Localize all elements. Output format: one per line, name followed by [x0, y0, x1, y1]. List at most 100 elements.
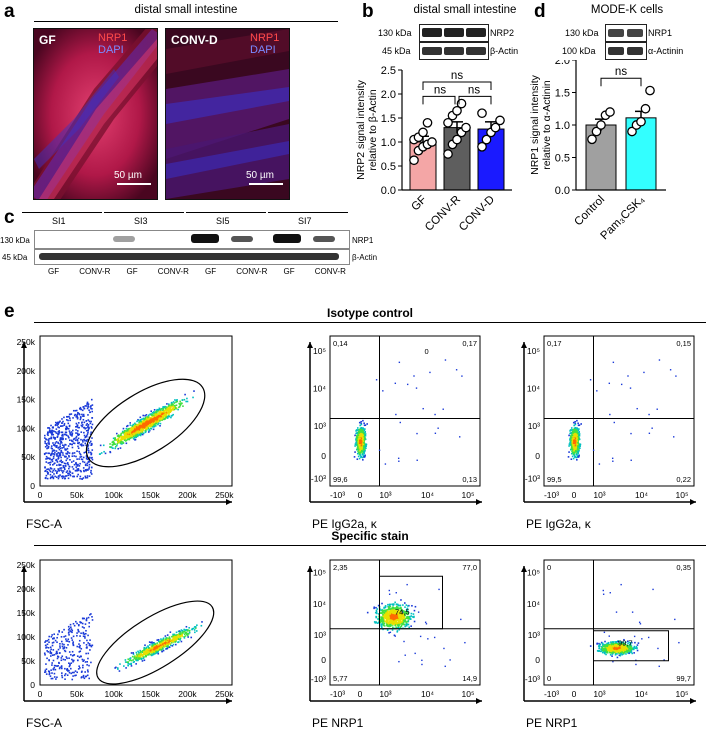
c-lane-label: CONV-R	[314, 267, 346, 276]
event-dot	[157, 652, 160, 655]
event-dot	[84, 623, 87, 625]
event-dot	[171, 645, 174, 647]
event-dot	[140, 418, 142, 421]
event-dot	[132, 438, 135, 440]
event-dot	[134, 433, 137, 436]
event-dot	[455, 369, 458, 371]
event-dot	[572, 433, 575, 436]
event-dot	[355, 429, 358, 431]
event-dot	[76, 414, 78, 417]
event-dot	[103, 450, 105, 453]
event-dot	[160, 642, 163, 645]
event-dot	[109, 446, 112, 448]
event-dot	[577, 424, 580, 427]
event-dot	[151, 423, 153, 425]
event-dot	[142, 428, 145, 430]
event-dot	[91, 423, 94, 426]
event-dot	[132, 429, 134, 431]
event-dot	[73, 442, 76, 445]
event-dot	[166, 406, 168, 408]
event-dot	[406, 616, 408, 618]
event-dot	[68, 657, 70, 660]
event-dot	[134, 428, 136, 431]
event-dot	[69, 663, 71, 665]
event-dot	[171, 403, 173, 405]
event-dot	[61, 471, 64, 474]
d-blot-actinin	[605, 42, 647, 60]
data-point	[587, 134, 597, 145]
event-dot	[635, 646, 638, 648]
event-dot	[91, 456, 93, 459]
event-dot	[395, 615, 397, 618]
event-dot	[185, 625, 188, 628]
event-dot	[183, 633, 186, 636]
event-dot	[81, 458, 84, 461]
event-dot	[58, 430, 60, 432]
event-dot	[156, 642, 159, 644]
event-dot	[630, 459, 632, 461]
event-dot	[153, 420, 155, 422]
event-dot	[360, 444, 362, 447]
event-dot	[385, 620, 388, 623]
event-dot	[150, 427, 153, 430]
event-dot	[364, 428, 366, 430]
event-dot	[570, 440, 572, 442]
event-dot	[161, 648, 163, 651]
event-dot	[386, 617, 389, 620]
event-dot	[66, 416, 68, 418]
data-point	[422, 117, 433, 128]
gf-marker-dapi: DAPI	[98, 44, 124, 56]
event-dot	[91, 404, 94, 406]
event-dot	[140, 424, 143, 426]
event-dot	[152, 421, 155, 423]
event-dot	[139, 655, 141, 658]
event-dot	[363, 448, 366, 451]
c-group-rule-si3	[104, 212, 184, 213]
event-dot	[53, 473, 55, 475]
event-dot	[53, 664, 56, 667]
event-dot	[163, 409, 166, 412]
event-dot	[171, 401, 173, 404]
event-dot	[190, 636, 193, 639]
event-dot	[160, 408, 163, 410]
event-dot	[153, 646, 156, 649]
event-dot	[179, 634, 181, 637]
event-dot	[357, 441, 359, 443]
event-dot	[64, 448, 66, 450]
event-dot	[397, 613, 400, 616]
event-dot	[144, 647, 146, 650]
event-dot	[83, 434, 86, 437]
event-dot	[612, 361, 615, 364]
event-dot	[166, 639, 168, 641]
event-dot	[574, 429, 576, 432]
event-dot	[424, 621, 427, 623]
event-dot	[576, 443, 579, 446]
event-dot	[183, 628, 185, 631]
event-dot	[52, 659, 55, 662]
event-dot	[404, 619, 406, 621]
quadrant-ur-value: 0,15	[676, 339, 691, 348]
event-dot	[57, 648, 60, 651]
event-dot	[60, 456, 62, 459]
event-dot	[137, 653, 140, 656]
event-dot	[634, 641, 636, 644]
micrograph-gf: GF NRP1 DAPI 50 µm	[33, 28, 158, 200]
event-dot	[67, 422, 70, 425]
event-dot	[389, 611, 392, 613]
event-dot	[50, 436, 53, 439]
event-dot	[169, 411, 172, 413]
event-dot	[91, 408, 93, 410]
event-dot	[575, 438, 578, 441]
event-dot	[364, 455, 366, 458]
event-dot	[123, 665, 125, 667]
event-dot	[122, 442, 124, 444]
y-tick-label: 10³	[314, 630, 326, 640]
event-dot	[173, 639, 175, 642]
y-axis-label: NRP2 signal intensityrelative to β-Actin	[356, 79, 379, 180]
event-dot	[362, 437, 364, 440]
event-dot	[598, 463, 601, 465]
event-dot	[606, 651, 609, 654]
event-dot	[85, 435, 88, 437]
event-dot	[82, 469, 85, 472]
